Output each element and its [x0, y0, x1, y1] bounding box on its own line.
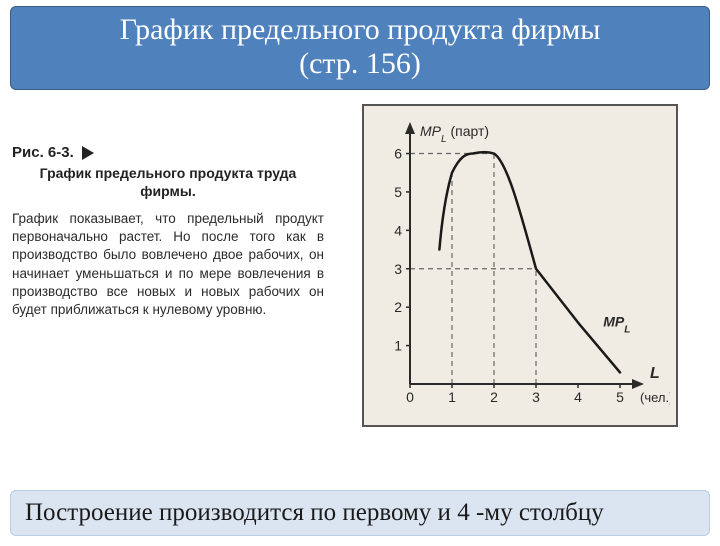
svg-text:1: 1 [394, 338, 402, 354]
svg-text:L: L [650, 365, 660, 382]
triangle-icon [82, 146, 94, 160]
svg-text:5: 5 [616, 389, 624, 405]
figure-label: Рис. 6-3. [12, 144, 74, 161]
svg-text:1: 1 [448, 389, 456, 405]
svg-text:(чел.): (чел.) [640, 390, 670, 405]
right-column: 012345123456MPL (парт)L(чел.)MPL [332, 104, 708, 427]
figure-caption: График предельного продукта труда фирмы. [12, 165, 324, 200]
title-bar: График предельного продукта фирмы (стр. … [10, 6, 710, 90]
content-area: Рис. 6-3. График предельного продукта тр… [0, 104, 720, 427]
svg-text:2: 2 [490, 389, 498, 405]
svg-text:6: 6 [394, 146, 402, 162]
slide: График предельного продукта фирмы (стр. … [0, 6, 720, 546]
svg-text:4: 4 [574, 389, 582, 405]
svg-text:3: 3 [394, 261, 402, 277]
bottom-text: Построение производится по первому и 4 -… [25, 499, 604, 526]
bottom-bar: Построение производится по первому и 4 -… [10, 490, 710, 536]
svg-text:2: 2 [394, 299, 402, 315]
figure-paragraph: График показывает, что предельный продук… [12, 210, 324, 319]
mp-chart: 012345123456MPL (парт)L(чел.)MPL [370, 114, 670, 414]
svg-text:4: 4 [394, 222, 402, 238]
chart-frame: 012345123456MPL (парт)L(чел.)MPL [362, 104, 678, 427]
svg-text:3: 3 [532, 389, 540, 405]
svg-text:0: 0 [406, 389, 414, 405]
left-column: Рис. 6-3. График предельного продукта тр… [12, 104, 332, 427]
title-line-2: (стр. 156) [23, 47, 697, 81]
svg-text:5: 5 [394, 184, 402, 200]
figure-label-row: Рис. 6-3. [12, 144, 324, 161]
title-line-1: График предельного продукта фирмы [23, 13, 697, 47]
